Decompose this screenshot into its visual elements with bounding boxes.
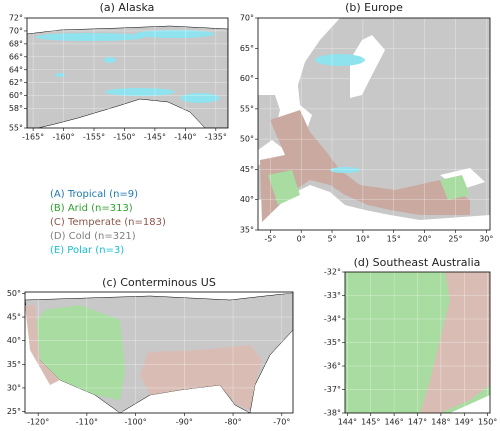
x-tick-label: 5° [327,235,336,244]
x-tick-label: 144° [338,418,357,427]
x-tick-label: -120° [27,418,49,427]
panel-title: (b) Europe [345,1,403,14]
x-tick-label: -165° [22,133,44,142]
y-tick-label: 35° [7,360,21,369]
alaska-map [27,18,228,128]
x-tick-label: -80° [225,418,242,427]
panel-frame [257,17,491,231]
legend: (A) Tropical (n=9) (B) Arid (n=313) (C) Te… [50,189,166,256]
y-tick-label: -36° [324,362,341,371]
x-tick-label: 0° [297,235,306,244]
x-tick-label: 148° [431,418,450,427]
legend-entry: (D) Cold (n=321) [50,231,136,242]
y-tick-label: -38° [324,409,341,418]
panel-frame [24,291,294,414]
legend-entry: (E) Polar (n=3) [50,245,124,256]
y-tick-label: -34° [324,315,341,324]
y-tick-label: -32° [324,268,341,277]
y-tick-label: 50° [240,135,254,144]
x-tick-label: 30° [479,235,493,244]
panel-title: (d) Southeast Australia [354,256,481,269]
x-tick-label: 20° [418,235,432,244]
y-tick-label: 35° [240,226,254,235]
europe-map [258,18,490,230]
legend-entry: (B) Arid (n=313) [50,203,133,214]
x-tick-label: 150° [478,418,497,427]
y-tick-label: 25° [7,407,21,416]
y-tick-label: 60° [240,74,254,83]
legend-entry: (C) Temperate (n=183) [50,217,166,228]
y-tick-label: 30° [7,383,21,392]
panel-frame [26,17,229,129]
y-tick-label: -37° [324,385,341,394]
x-tick-label: 15° [387,235,401,244]
x-tick-label: -140° [174,133,196,142]
x-tick-label: 146° [384,418,403,427]
y-tick-label: 45° [240,165,254,174]
x-tick-label: -70° [273,418,290,427]
x-tick-label: -90° [176,418,193,427]
y-tick-label: 60° [9,91,23,100]
x-tick-label: -135° [205,133,227,142]
x-tick-label: -150° [113,133,135,142]
y-tick-label: 40° [240,195,254,204]
x-tick-label: -145° [144,133,166,142]
x-tick-label: -100° [125,418,147,427]
y-tick-label: -33° [324,291,341,300]
axes: -165° -160° -155° -150° -145° -140° -135° 55° 58… [7,1,497,427]
x-tick-label: -110° [76,418,98,427]
y-tick-label: 58° [9,104,23,113]
panel-title: (a) Alaska [100,1,155,14]
x-tick-label: -160° [52,133,74,142]
y-tick-label: 65° [240,44,254,53]
y-tick-label: 55° [240,104,254,113]
x-tick-label: 147° [408,418,427,427]
x-tick-label: -155° [83,133,105,142]
x-tick-label: -5° [264,235,276,244]
y-tick-label: 50° [7,289,21,298]
y-tick-label: -35° [324,338,341,347]
x-tick-label: 149° [455,418,474,427]
panel-frame [344,271,491,414]
y-tick-label: 62° [9,78,23,87]
y-tick-label: 40° [7,336,21,345]
y-tick-label: 55° [9,124,23,133]
y-tick-label: 68° [9,39,23,48]
y-tick-label: 45° [7,313,21,322]
y-tick-label: 64° [9,65,23,74]
y-tick-label: 70° [240,14,254,23]
us-map [25,292,293,413]
x-tick-label: 145° [361,418,380,427]
x-tick-label: 25° [448,235,462,244]
y-tick-label: 66° [9,52,23,61]
legend-entry: (A) Tropical (n=9) [50,189,138,200]
panel-title: (c) Conterminous US [102,276,216,289]
y-tick-label: 70° [9,26,23,35]
x-tick-label: 10° [356,235,370,244]
y-tick-label: 72° [9,14,23,23]
